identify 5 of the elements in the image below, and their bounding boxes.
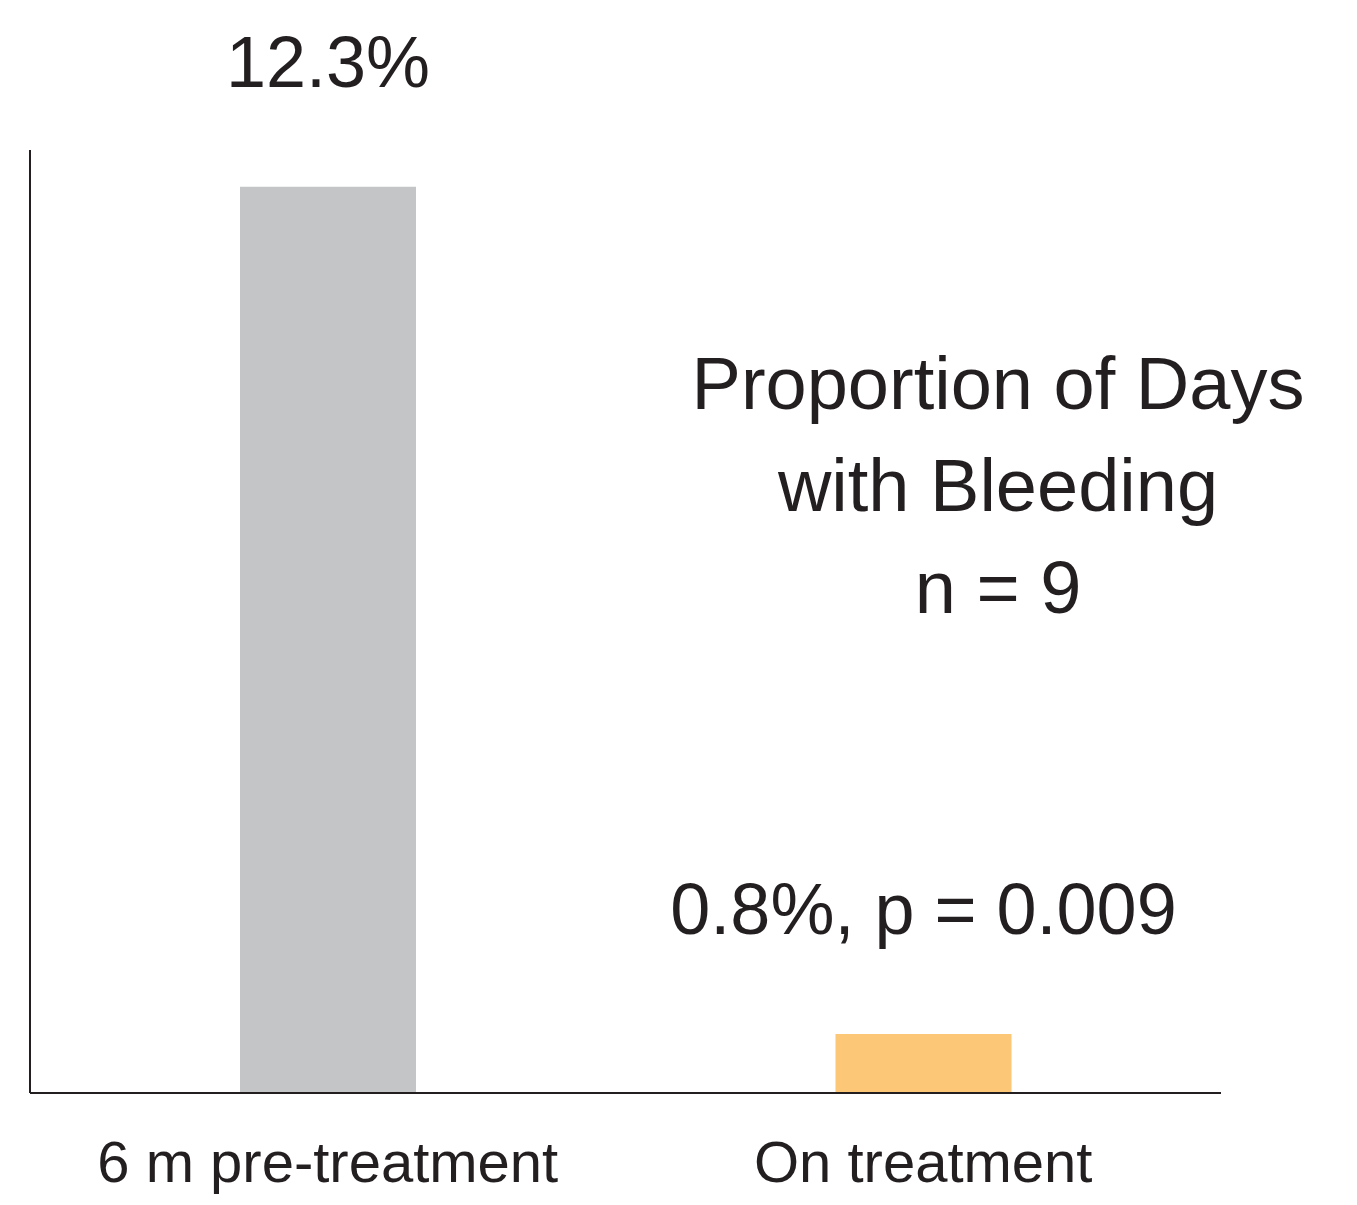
data-label: 12.3%	[225, 21, 431, 102]
x-tick-label: On treatment	[754, 1129, 1093, 1195]
text: n = 9	[913, 545, 1083, 631]
x-tick-label: 6 m pre-treatment	[97, 1129, 559, 1195]
data-label: 0.8%, p = 0.009	[670, 869, 1177, 950]
